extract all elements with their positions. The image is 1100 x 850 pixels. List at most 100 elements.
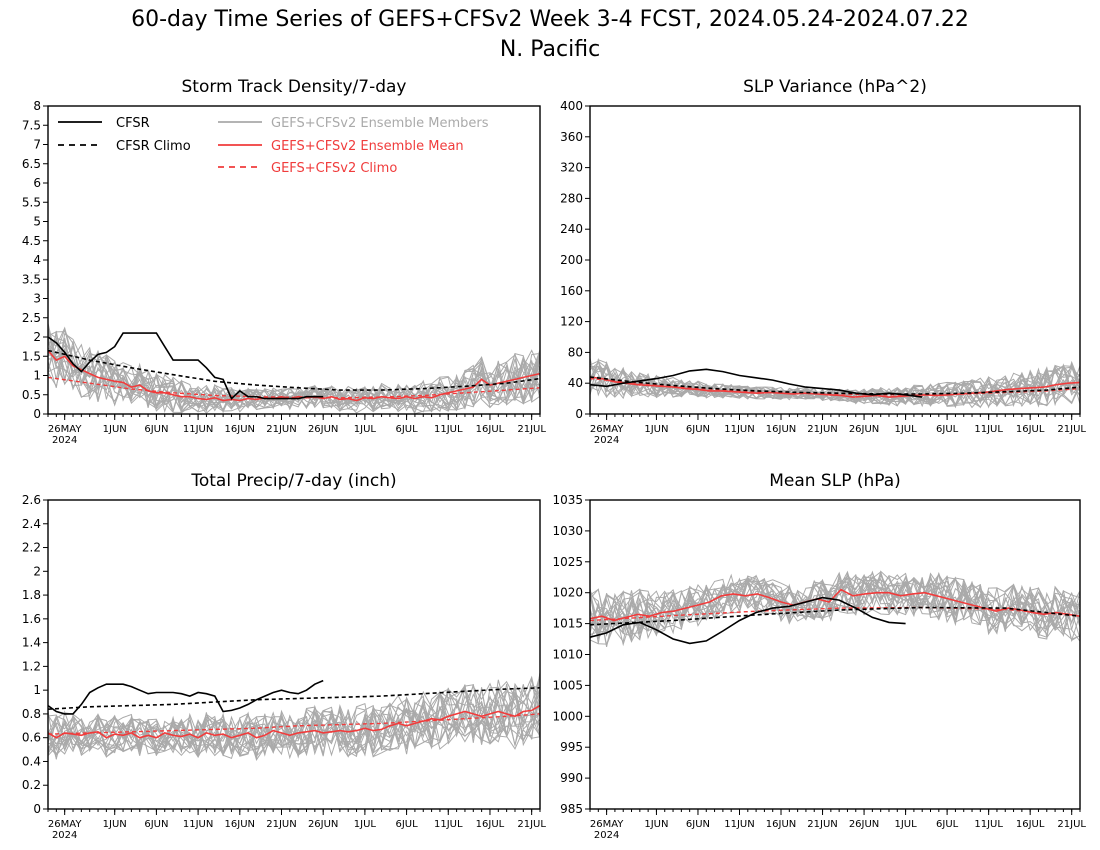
y-tick-label: 8	[33, 99, 41, 113]
y-tick-label: 1.5	[22, 349, 41, 363]
plot-frame	[47, 499, 541, 810]
cfsr-climo-line	[589, 376, 1081, 395]
x-tick-label: 1JUN	[644, 424, 668, 435]
ensemble-members	[589, 570, 1081, 648]
y-tick-label: 0.4	[22, 754, 41, 768]
panel-title: Mean SLP (hPa)	[769, 471, 901, 491]
ensemble-member-line	[47, 699, 541, 760]
x-tick-label: 26MAY	[48, 819, 82, 830]
x-tick-label: 6JUN	[144, 424, 168, 435]
ensemble-member-line	[47, 341, 541, 413]
y-tick-label: 1030	[552, 524, 583, 538]
y-tick-label: 80	[568, 345, 583, 359]
x-tick-label: 11JUL	[974, 424, 1003, 435]
y-tick-label: 2.4	[22, 517, 41, 531]
y-tick-label: 5.5	[22, 195, 41, 209]
ensemble-member-line	[47, 684, 541, 759]
plot-frame	[589, 105, 1081, 415]
x-tick-label: 16JUN	[225, 819, 255, 830]
ensemble-mean-line	[589, 376, 1081, 398]
x-tick-label: 11JUN	[724, 819, 754, 830]
ensemble-member-line	[47, 690, 541, 760]
y-tick-label: 2.2	[22, 541, 41, 555]
y-tick-label: 1005	[552, 678, 583, 692]
ensemble-mean-line	[47, 704, 541, 739]
y-tick-label: 1000	[552, 709, 583, 723]
ensemble-member-line	[47, 673, 541, 760]
plot-frame	[589, 499, 1081, 810]
x-year-label: 2024	[52, 830, 77, 841]
x-tick-label: 6JUN	[686, 424, 710, 435]
x-tick-label: 16JUL	[1016, 424, 1045, 435]
panel-title: Total Precip/7-day (inch)	[190, 471, 396, 491]
y-tick-label: 1025	[552, 555, 583, 569]
y-tick-label: 6.5	[22, 157, 41, 171]
cfsr-line	[589, 596, 906, 645]
x-tick-label: 16JUL	[476, 819, 505, 830]
y-tick-label: 1	[33, 369, 41, 383]
y-tick-label: 0.2	[22, 778, 41, 792]
y-tick-label: 360	[560, 130, 583, 144]
y-tick-label: 1035	[552, 493, 583, 507]
y-tick-label: 995	[560, 740, 583, 754]
y-tick-label: 2	[33, 564, 41, 578]
x-tick-label: 21JUN	[807, 424, 837, 435]
x-tick-label: 6JUN	[144, 819, 168, 830]
y-tick-label: 990	[560, 771, 583, 785]
y-tick-label: 1015	[552, 617, 583, 631]
ensemble-members	[47, 672, 541, 761]
x-tick-label: 21JUN	[266, 819, 296, 830]
y-tick-label: 1	[33, 683, 41, 697]
y-tick-label: 7	[33, 138, 41, 152]
cfsr-line	[47, 332, 324, 400]
legend-label: CFSR Climo	[116, 139, 191, 154]
x-tick-label: 26JUN	[308, 424, 338, 435]
y-tick-label: 1.4	[22, 636, 41, 650]
x-tick-label: 11JUN	[724, 424, 754, 435]
x-tick-label: 21JUL	[1057, 819, 1086, 830]
y-tick-label: 3	[33, 292, 41, 306]
ensemble-member-line	[589, 365, 1081, 405]
y-tick-label: 1.2	[22, 659, 41, 673]
x-tick-label: 1JUN	[103, 424, 127, 435]
y-tick-label: 120	[560, 315, 583, 329]
ensemble-member-line	[589, 574, 1081, 640]
x-tick-label: 26MAY	[48, 424, 82, 435]
y-tick-label: 1020	[552, 586, 583, 600]
x-tick-label: 6JUL	[395, 819, 418, 830]
y-tick-label: 400	[560, 99, 583, 113]
y-tick-label: 0.5	[22, 388, 41, 402]
y-tick-label: 5	[33, 215, 41, 229]
x-tick-label: 11JUN	[183, 424, 213, 435]
x-tick-label: 21JUN	[807, 819, 837, 830]
y-tick-label: 0	[33, 407, 41, 421]
y-tick-label: 0.8	[22, 707, 41, 721]
y-tick-label: 2.5	[22, 311, 41, 325]
x-tick-label: 11JUL	[434, 819, 463, 830]
y-tick-label: 2.6	[22, 493, 41, 507]
y-tick-label: 4.5	[22, 234, 41, 248]
x-tick-label: 26JUN	[849, 424, 879, 435]
x-tick-label: 1JUL	[354, 424, 377, 435]
y-tick-label: 1.6	[22, 612, 41, 626]
x-tick-label: 1JUN	[644, 819, 668, 830]
y-tick-label: 0.6	[22, 731, 41, 745]
x-year-label: 2024	[594, 830, 619, 841]
ensemble-member-line	[589, 570, 1081, 648]
x-tick-label: 16JUN	[225, 424, 255, 435]
panel-title: Storm Track Density/7-day	[182, 77, 407, 97]
x-tick-label: 16JUN	[766, 424, 796, 435]
x-tick-label: 1JUL	[894, 819, 917, 830]
y-tick-label: 985	[560, 802, 583, 816]
ensemble-climo-line	[47, 376, 541, 399]
x-tick-label: 21JUN	[266, 424, 296, 435]
x-tick-label: 1JUL	[894, 424, 917, 435]
storm-track-density-panel: Storm Track Density/7-day 0 0.5 1 1.5 2 2.5 3 3.…	[22, 77, 546, 446]
ensemble-members	[589, 357, 1081, 409]
y-tick-label: 0	[575, 407, 583, 421]
x-tick-label: 1JUL	[354, 819, 377, 830]
y-tick-label: 0	[33, 802, 41, 816]
legend-label: GEFS+CFSv2 Ensemble Members	[271, 116, 489, 131]
cfsr-line	[589, 368, 923, 398]
